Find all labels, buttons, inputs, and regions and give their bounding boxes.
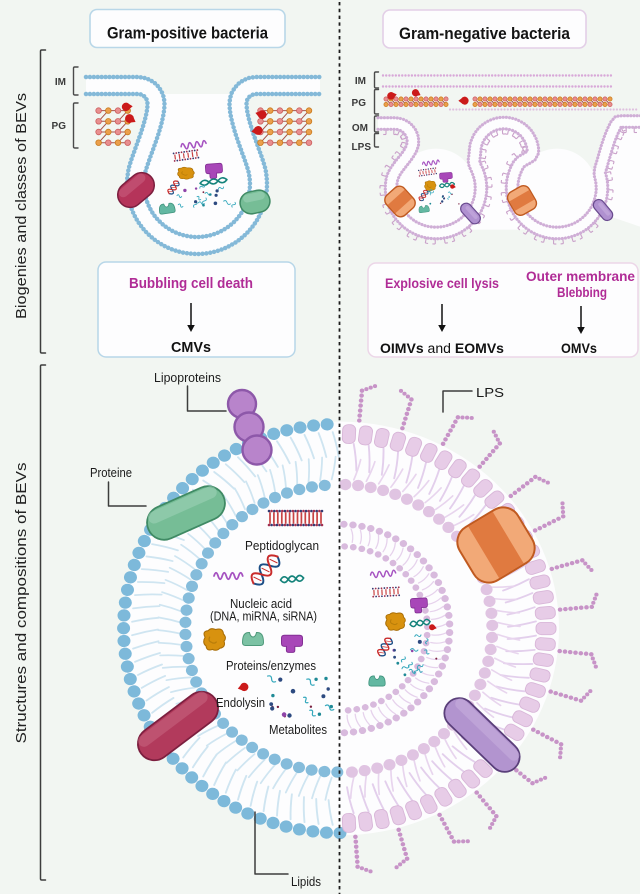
- svg-text:Explosive cell lysis: Explosive cell lysis: [385, 275, 499, 291]
- svg-text:Proteine: Proteine: [90, 466, 132, 480]
- svg-text:PG: PG: [352, 98, 367, 109]
- svg-text:Outer membrane: Outer membrane: [526, 268, 635, 284]
- svg-text:IM: IM: [355, 76, 366, 87]
- svg-text:Endolysin: Endolysin: [216, 696, 265, 710]
- svg-text:Metabolites: Metabolites: [269, 723, 327, 737]
- svg-text:OMVs: OMVs: [561, 341, 597, 356]
- svg-text:PG: PG: [52, 121, 67, 132]
- svg-text:IM: IM: [55, 77, 66, 88]
- svg-text:Peptidoglycan: Peptidoglycan: [245, 539, 319, 553]
- svg-text:Nucleic acid: Nucleic acid: [230, 597, 292, 611]
- svg-text:OIMVs and EOMVs: OIMVs and EOMVs: [380, 341, 504, 356]
- svg-text:Gram-positive bacteria: Gram-positive bacteria: [107, 25, 269, 43]
- svg-text:Lipoproteins: Lipoproteins: [154, 371, 221, 385]
- svg-text:Bubbling cell death: Bubbling cell death: [129, 276, 253, 292]
- svg-text:Proteins/enzymes: Proteins/enzymes: [226, 659, 316, 673]
- svg-text:Biogenies and classes of BEVs: Biogenies and classes of BEVs: [13, 93, 30, 319]
- svg-text:Lipids: Lipids: [291, 875, 321, 889]
- svg-text:(DNA, miRNA, siRNA): (DNA, miRNA, siRNA): [210, 610, 317, 624]
- svg-text:LPS: LPS: [352, 142, 372, 153]
- svg-text:Blebbing: Blebbing: [557, 284, 607, 300]
- svg-text:Structures and compositions of: Structures and compositions of BEVs: [13, 463, 30, 744]
- svg-text:CMVs: CMVs: [171, 340, 211, 356]
- svg-text:LPS: LPS: [476, 385, 504, 400]
- svg-text:OM: OM: [352, 123, 368, 134]
- svg-text:Gram-negative bacteria: Gram-negative bacteria: [399, 25, 571, 43]
